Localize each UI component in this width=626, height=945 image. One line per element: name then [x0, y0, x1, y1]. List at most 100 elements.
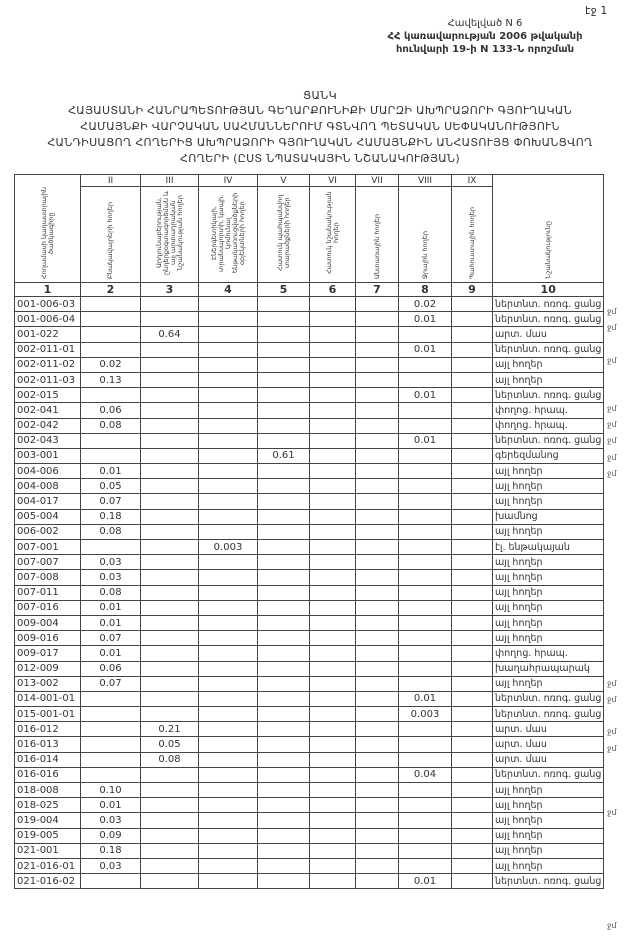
area-cell	[355, 599, 399, 616]
purpose-cell: այլ հողեր	[491, 842, 605, 859]
area-cell	[257, 554, 310, 571]
area-cell	[398, 478, 452, 495]
area-cell: 0.06	[80, 402, 141, 419]
area-cell	[398, 630, 452, 647]
cadastral-code-cell: 016-016	[14, 766, 81, 784]
area-cell	[355, 463, 399, 480]
purpose-cell: այլ հողեր	[491, 523, 605, 541]
area-cell	[140, 341, 199, 358]
area-cell	[140, 614, 199, 632]
area-cell	[309, 873, 356, 890]
area-cell	[257, 857, 310, 875]
area-cell	[80, 751, 141, 768]
area-cell	[451, 402, 493, 419]
area-cell	[309, 781, 356, 799]
purpose-cell: գերեզմանոց	[491, 447, 605, 465]
area-cell	[398, 660, 452, 677]
area-cell	[309, 432, 356, 449]
area-cell	[257, 660, 310, 677]
cadastral-code-cell: 004-006	[14, 463, 81, 480]
table-row: 016-012 0.21 արտ. մաս	[14, 721, 605, 738]
purpose-cell: այլ հողեր	[491, 493, 605, 510]
table-row: 004-017 0.07 այլ հողեր	[14, 493, 605, 510]
area-cell	[198, 341, 258, 358]
area-cell	[257, 523, 310, 541]
column-roman-numeral: IX	[451, 174, 493, 187]
area-cell	[398, 736, 452, 753]
area-cell	[198, 371, 258, 389]
purpose-cell: այլ հողեր	[491, 569, 605, 586]
cadastral-code-cell: 003-001	[14, 447, 81, 465]
area-cell	[257, 432, 310, 449]
area-cell: 0.61	[257, 447, 310, 465]
cadastral-code-cell: 002-041	[14, 402, 81, 419]
area-cell	[257, 387, 310, 404]
area-cell	[80, 736, 141, 753]
area-cell	[198, 523, 258, 541]
area-cell	[198, 356, 258, 373]
area-cell	[451, 387, 493, 404]
area-cell: 0.02	[398, 295, 452, 313]
area-cell	[309, 387, 356, 404]
page-number: էջ 1	[585, 4, 608, 17]
area-cell	[309, 463, 356, 480]
area-cell	[355, 781, 399, 799]
area-cell	[198, 554, 258, 571]
purpose-cell: խամնոց	[491, 508, 605, 525]
area-cell	[140, 842, 199, 859]
area-cell	[80, 387, 141, 404]
column-index: 7	[355, 282, 399, 297]
area-cell	[309, 523, 356, 541]
area-cell	[198, 311, 258, 328]
column-roman-numeral: VII	[355, 174, 399, 187]
area-cell	[140, 295, 199, 313]
roman-numeral-row: Հողամասի կադաստրային ծածկագիրը II III IV V VI…	[14, 174, 605, 283]
area-cell	[355, 736, 399, 753]
area-cell	[140, 387, 199, 404]
area-cell	[309, 478, 356, 495]
column-index: 10	[491, 282, 605, 297]
area-cell	[309, 311, 356, 328]
area-cell: 0.01	[80, 599, 141, 616]
area-cell	[309, 675, 356, 692]
purpose-cell: ներտնտ. ոռոգ. ցանց	[491, 341, 605, 358]
area-cell	[309, 797, 356, 814]
area-cell	[355, 523, 399, 541]
purpose-cell: փողոց. հրապ.	[491, 402, 605, 419]
purpose-cell: ներտնտ. ոռոգ. ցանց	[491, 432, 605, 449]
table-row: 006-002 0.08 այլ հողեր	[14, 523, 605, 541]
area-cell	[198, 857, 258, 875]
area-cell	[398, 463, 452, 480]
area-cell	[198, 584, 258, 601]
area-cell: 0.01	[398, 873, 452, 890]
area-cell	[140, 523, 199, 541]
cadastral-code-cell: 001-006-03	[14, 295, 81, 313]
table-row: 007-007 0.03 այլ հողեր	[14, 554, 605, 571]
area-cell	[257, 402, 310, 419]
area-cell	[355, 569, 399, 586]
column-header: Հողամասի կադաստրային ծածկագիրը	[14, 174, 81, 283]
area-cell	[198, 508, 258, 525]
area-cell	[355, 873, 399, 890]
area-cell	[309, 326, 356, 343]
purpose-cell: այլ հողեր	[491, 614, 605, 632]
area-cell	[198, 812, 258, 829]
area-cell	[451, 812, 493, 829]
area-cell	[451, 569, 493, 586]
area-cell	[398, 447, 452, 465]
column-index: 2	[80, 282, 141, 297]
area-cell	[80, 326, 141, 343]
column-header-text: Արդյունաբերության, ընդերքօգտագործման և ա…	[154, 190, 184, 276]
area-cell	[451, 690, 493, 708]
area-cell	[198, 447, 258, 465]
cadastral-code-cell: 001-006-04	[14, 311, 81, 328]
area-cell	[80, 706, 141, 723]
area-cell	[451, 706, 493, 723]
purpose-cell: արտ. մաս	[491, 736, 605, 753]
column-roman-numeral: VIII	[398, 174, 452, 187]
area-cell	[355, 493, 399, 510]
area-cell: 0.003	[398, 706, 452, 723]
area-cell	[355, 706, 399, 723]
area-cell	[140, 781, 199, 799]
area-cell	[140, 538, 199, 556]
